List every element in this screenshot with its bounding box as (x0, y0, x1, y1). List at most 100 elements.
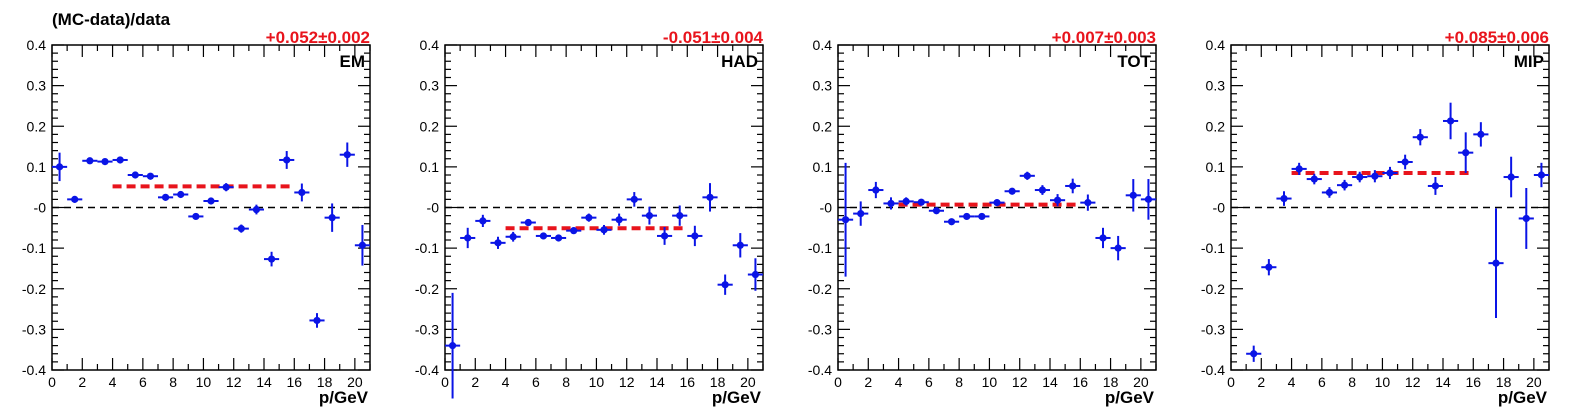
data-marker (1431, 182, 1440, 190)
data-point (883, 197, 899, 210)
data-point (551, 234, 567, 242)
data-point (1050, 194, 1066, 207)
y-tick-label: 0.2 (1206, 118, 1226, 134)
data-point (158, 193, 174, 201)
data-marker (1250, 350, 1258, 358)
x-tick-label: 12 (619, 374, 635, 390)
y-tick-label: -0 (34, 200, 47, 216)
data-point (1065, 178, 1081, 194)
data-point (657, 227, 673, 245)
x-tick-label: 0 (834, 374, 842, 390)
data-point (1503, 156, 1519, 198)
x-tick-label: 2 (78, 374, 86, 390)
data-marker (207, 197, 215, 205)
data-point (112, 156, 128, 164)
data-point (672, 205, 688, 226)
data-marker (313, 316, 321, 325)
data-marker (524, 218, 532, 227)
x-tick-label: 4 (109, 374, 117, 390)
data-point (717, 274, 733, 295)
data-point (989, 199, 1005, 207)
data-marker (902, 197, 910, 206)
x-tick-label: 18 (1496, 374, 1512, 390)
data-marker (1462, 149, 1470, 157)
data-marker (1280, 194, 1288, 203)
data-marker (298, 188, 306, 197)
data-marker (1265, 263, 1273, 271)
data-marker (1446, 117, 1455, 125)
data-point (1382, 166, 1398, 180)
y-tick-label: -0.4 (22, 362, 46, 378)
y-tick-label: 0.3 (1206, 78, 1226, 94)
data-marker (947, 218, 956, 226)
data-point (1337, 179, 1353, 191)
panel-label: EM (340, 52, 366, 71)
data-point (853, 201, 869, 226)
data-marker (1069, 182, 1077, 190)
y-tick-label: -0 (820, 200, 833, 216)
data-marker (192, 212, 200, 221)
data-marker (448, 342, 457, 350)
data-marker (736, 241, 744, 249)
x-tick-label: 14 (649, 374, 665, 390)
data-point (97, 157, 113, 166)
data-marker (1537, 171, 1546, 179)
chart-panel-mip: -0.4 -0.3 -0.2 -0.1 -0 0.1 0.2 0.3 0.4 0 2 4 6 8 10 12 1… (1201, 28, 1550, 407)
y-tick-label: -0.1 (415, 240, 439, 256)
data-point (641, 206, 657, 225)
y-tick-label: -0.2 (22, 281, 46, 297)
x-tick-label: 14 (1042, 374, 1058, 390)
data-marker (1340, 181, 1349, 189)
y-tick-label: 0.4 (27, 37, 47, 53)
data-point (1533, 162, 1549, 188)
y-tick-label: 0.2 (420, 118, 440, 134)
x-tick-label: 4 (895, 374, 903, 390)
y-tick-label: 0.3 (813, 78, 833, 94)
data-point (1110, 235, 1126, 261)
y-tick-label: -0.4 (1201, 362, 1225, 378)
x-tick-label: 8 (562, 374, 570, 390)
data-marker (1053, 196, 1062, 204)
data-point (702, 183, 718, 212)
y-tick-label: 0.4 (813, 37, 833, 53)
x-tick-label: 6 (532, 374, 540, 390)
x-tick-label: 4 (502, 374, 510, 390)
data-marker (1129, 191, 1137, 199)
fit-result-label: +0.085±0.006 (1445, 28, 1549, 47)
data-point (188, 212, 204, 221)
y-tick-label: 0.4 (1206, 37, 1226, 53)
x-tick-label: 20 (740, 374, 756, 390)
data-marker (1144, 195, 1153, 203)
x-tick-label: 20 (347, 374, 363, 390)
data-marker (479, 217, 487, 225)
data-marker (645, 212, 654, 220)
data-point (264, 251, 280, 267)
data-marker (539, 232, 548, 240)
data-point (1427, 177, 1443, 195)
data-point (203, 197, 219, 205)
data-point (1321, 187, 1337, 198)
data-point (67, 195, 83, 203)
data-marker (554, 234, 563, 242)
data-marker (343, 151, 351, 159)
data-point (1291, 162, 1307, 175)
x-tick-label: 0 (48, 374, 56, 390)
data-point (868, 181, 884, 199)
data-point (52, 152, 68, 182)
y-tick-label: 0.1 (813, 159, 833, 175)
x-tick-label: 0 (441, 374, 449, 390)
x-tick-label: 16 (286, 374, 302, 390)
data-point (535, 232, 551, 240)
data-marker (932, 207, 941, 215)
data-marker (1084, 199, 1092, 207)
data-point (1443, 102, 1459, 140)
data-marker (55, 163, 64, 171)
panel-label: MIP (1514, 52, 1544, 71)
data-point (1140, 179, 1156, 220)
data-point (309, 313, 325, 328)
x-tick-label: 6 (139, 374, 147, 390)
data-marker (857, 209, 865, 218)
data-point (898, 197, 914, 206)
y-tick-label: 0.1 (420, 159, 440, 175)
